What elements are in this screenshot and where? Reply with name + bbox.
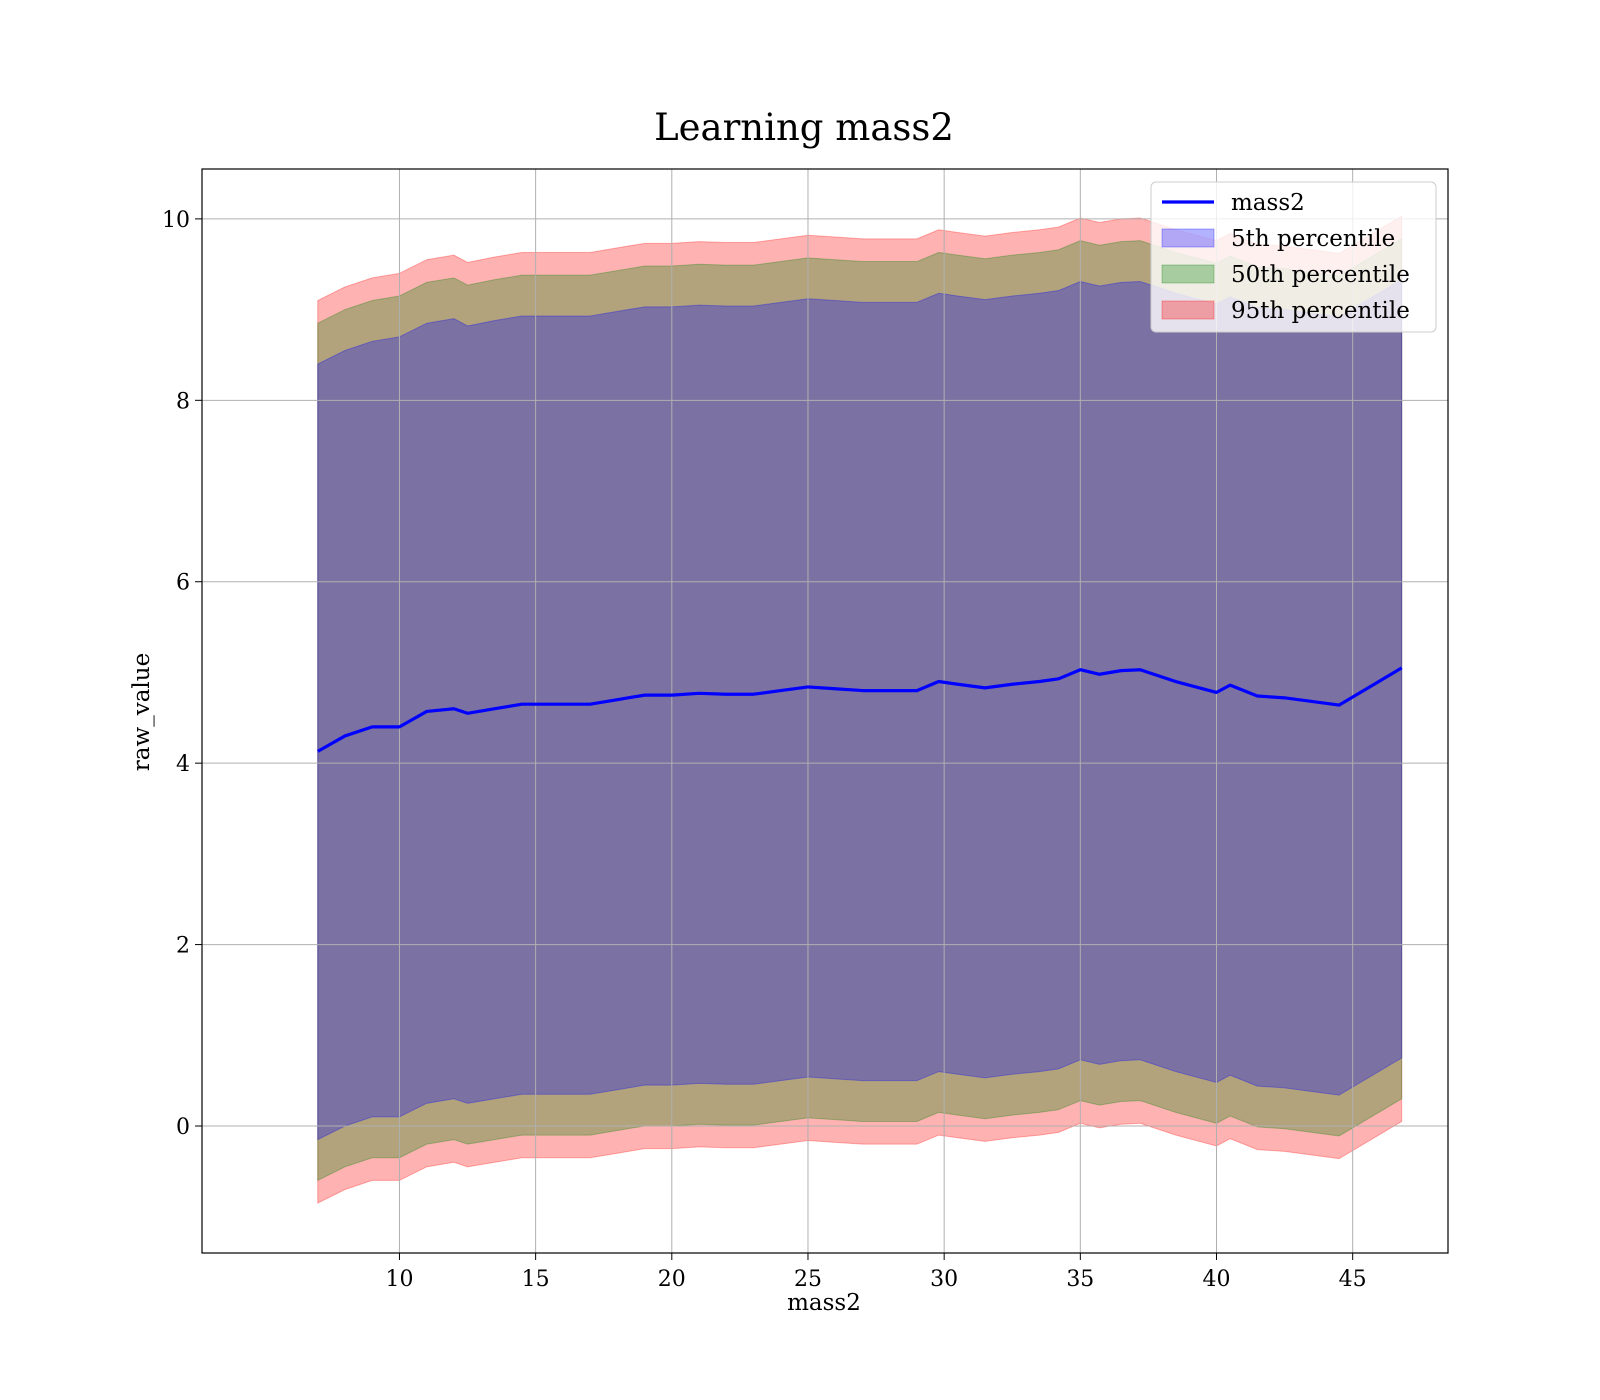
y-tick-label: 4	[176, 752, 190, 777]
y-axis-label: raw_value	[129, 653, 155, 771]
x-tick-label: 25	[794, 1267, 822, 1292]
ticks-layer: 10 15 20 25 30 35 40 45 0 2 4 6 8 10	[162, 208, 1367, 1292]
legend-swatch-band	[1161, 228, 1215, 248]
x-tick-label: 35	[1066, 1267, 1094, 1292]
x-tick-label: 40	[1203, 1267, 1231, 1292]
legend-swatch-band	[1161, 300, 1215, 320]
x-tick-label: 45	[1339, 1267, 1367, 1292]
legend-label: 50th percentile	[1231, 262, 1410, 288]
y-tick-label: 8	[176, 389, 190, 414]
legend-label: mass2	[1231, 190, 1305, 216]
y-tick-label: 0	[176, 1115, 190, 1140]
y-tick-label: 2	[176, 934, 190, 959]
legend-box	[1150, 181, 1437, 333]
x-tick-label: 10	[385, 1267, 413, 1292]
legend-label: 95th percentile	[1231, 298, 1410, 324]
series-line-mass2	[316, 666, 1403, 753]
plot-frame	[201, 168, 1449, 1254]
legend-label: 5th percentile	[1231, 226, 1395, 252]
band-5th-percentile	[317, 278, 1403, 1141]
legend-swatch-band	[1161, 264, 1215, 284]
line-layer	[316, 666, 1403, 753]
x-tick-label: 20	[658, 1267, 686, 1292]
band-95th-percentile	[317, 215, 1403, 1204]
x-axis-label: mass2	[787, 1290, 861, 1316]
x-tick-label: 15	[522, 1267, 550, 1292]
x-tick-label: 30	[930, 1267, 958, 1292]
y-tick-label: 6	[176, 571, 190, 596]
y-tick-label: 10	[162, 208, 190, 233]
legend: mass2 5th percentile 50th percentile 95th p…	[1150, 181, 1437, 333]
chart-title: Learning mass2	[654, 106, 954, 149]
